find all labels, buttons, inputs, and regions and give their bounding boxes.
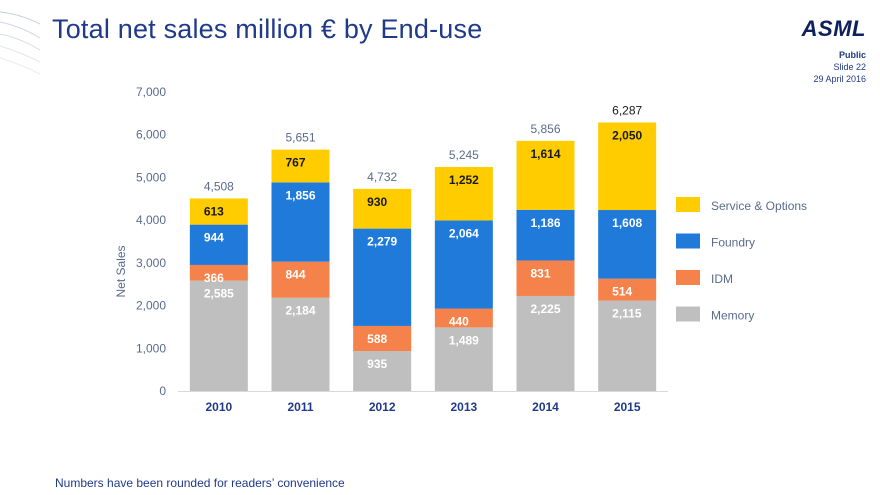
legend-label-service-options: Service & Options xyxy=(711,199,807,213)
y-tick-label: 5,000 xyxy=(136,170,166,184)
y-tick-label: 6,000 xyxy=(136,128,166,142)
asml-logo: ASML xyxy=(801,16,866,41)
legend-swatch-memory xyxy=(676,306,700,322)
y-tick-label: 1,000 xyxy=(136,341,166,355)
data-label-service-options: 613 xyxy=(204,204,224,218)
bar-segment-memory xyxy=(271,297,330,391)
bar-segment-memory xyxy=(598,300,657,391)
data-label-idm: 831 xyxy=(531,266,551,280)
bar-segment-foundry xyxy=(516,209,575,261)
x-tick-label: 2014 xyxy=(532,400,559,414)
data-label-service-options: 767 xyxy=(286,156,306,170)
data-label-foundry: 1,608 xyxy=(612,216,642,230)
legend-swatch-idm xyxy=(676,270,700,285)
bar-segment-service-options xyxy=(434,166,493,221)
data-label-service-options: 2,050 xyxy=(612,128,642,142)
legend-label-memory: Memory xyxy=(711,309,754,323)
total-label: 4,732 xyxy=(367,170,397,184)
bar-segment-memory xyxy=(353,351,412,391)
y-tick-label: 4,000 xyxy=(136,213,166,227)
data-label-foundry: 944 xyxy=(204,231,224,245)
x-tick-label: 2010 xyxy=(205,400,232,414)
footnote: Numbers have been rounded for readers’ c… xyxy=(55,476,345,490)
data-label-memory: 935 xyxy=(367,357,387,371)
bar-segment-service-options xyxy=(598,122,657,211)
data-label-service-options: 930 xyxy=(367,195,387,209)
bar-segment-idm xyxy=(189,264,248,281)
bar-segment-service-options xyxy=(516,140,575,210)
y-axis-title: Net Sales xyxy=(114,245,128,297)
bar-segment-foundry xyxy=(434,220,493,309)
data-label-foundry: 1,856 xyxy=(286,188,316,202)
bar-segment-foundry xyxy=(189,224,248,265)
total-label: 5,651 xyxy=(285,131,315,145)
legend-label-foundry: Foundry xyxy=(711,236,755,250)
bar-segment-memory xyxy=(434,327,493,391)
page-title: Total net sales million € by End-use xyxy=(52,14,483,44)
bar-segment-idm xyxy=(434,308,493,328)
bar-segment-service-options xyxy=(353,188,412,229)
bar-segment-foundry xyxy=(353,228,412,326)
legend-swatch-foundry xyxy=(676,233,700,249)
total-label: 5,245 xyxy=(449,148,479,162)
total-label: 5,856 xyxy=(530,122,560,136)
data-label-memory: 2,225 xyxy=(531,302,561,316)
classification-label: Public xyxy=(838,50,866,60)
total-label: 4,508 xyxy=(204,179,234,193)
data-label-service-options: 1,252 xyxy=(449,173,479,187)
bar-segment-service-options xyxy=(271,149,330,183)
x-tick-label: 2013 xyxy=(450,400,477,414)
x-tick-label: 2011 xyxy=(287,400,313,414)
data-label-memory: 2,585 xyxy=(204,287,234,301)
x-tick-label: 2015 xyxy=(614,400,641,414)
data-label-idm: 844 xyxy=(286,268,306,282)
bar-segment-idm xyxy=(271,261,330,298)
slide-number: Slide 22 xyxy=(833,62,866,72)
data-label-memory: 2,115 xyxy=(612,307,642,321)
y-tick-label: 2,000 xyxy=(136,299,166,313)
bar-segment-service-options xyxy=(189,198,248,225)
y-tick-label: 0 xyxy=(159,384,166,398)
data-label-service-options: 1,614 xyxy=(531,147,561,161)
bar-segment-memory xyxy=(189,280,248,391)
data-label-memory: 1,489 xyxy=(449,333,479,347)
data-label-memory: 2,184 xyxy=(286,304,316,318)
data-label-idm: 588 xyxy=(367,332,387,346)
decorative-lines xyxy=(0,11,40,75)
data-label-idm: 440 xyxy=(449,315,469,329)
data-label-foundry: 2,279 xyxy=(367,235,397,249)
data-label-foundry: 2,064 xyxy=(449,226,479,240)
bar-segment-idm xyxy=(353,325,412,352)
y-tick-label: 7,000 xyxy=(136,85,166,99)
slide-date: 29 April 2016 xyxy=(813,74,866,84)
y-tick-label: 3,000 xyxy=(136,256,166,270)
bar-segment-foundry xyxy=(598,210,657,279)
total-label: 6,287 xyxy=(612,103,642,117)
bar-segment-foundry xyxy=(271,182,330,262)
data-label-foundry: 1,186 xyxy=(531,216,561,230)
x-tick-label: 2012 xyxy=(369,400,396,414)
data-label-idm: 514 xyxy=(612,285,632,299)
legend-swatch-service-options xyxy=(676,197,700,212)
bar-segment-idm xyxy=(516,260,575,296)
data-label-idm: 366 xyxy=(204,271,224,285)
legend-label-idm: IDM xyxy=(711,272,733,286)
bar-segment-memory xyxy=(516,295,575,391)
bar-segment-idm xyxy=(598,278,657,301)
